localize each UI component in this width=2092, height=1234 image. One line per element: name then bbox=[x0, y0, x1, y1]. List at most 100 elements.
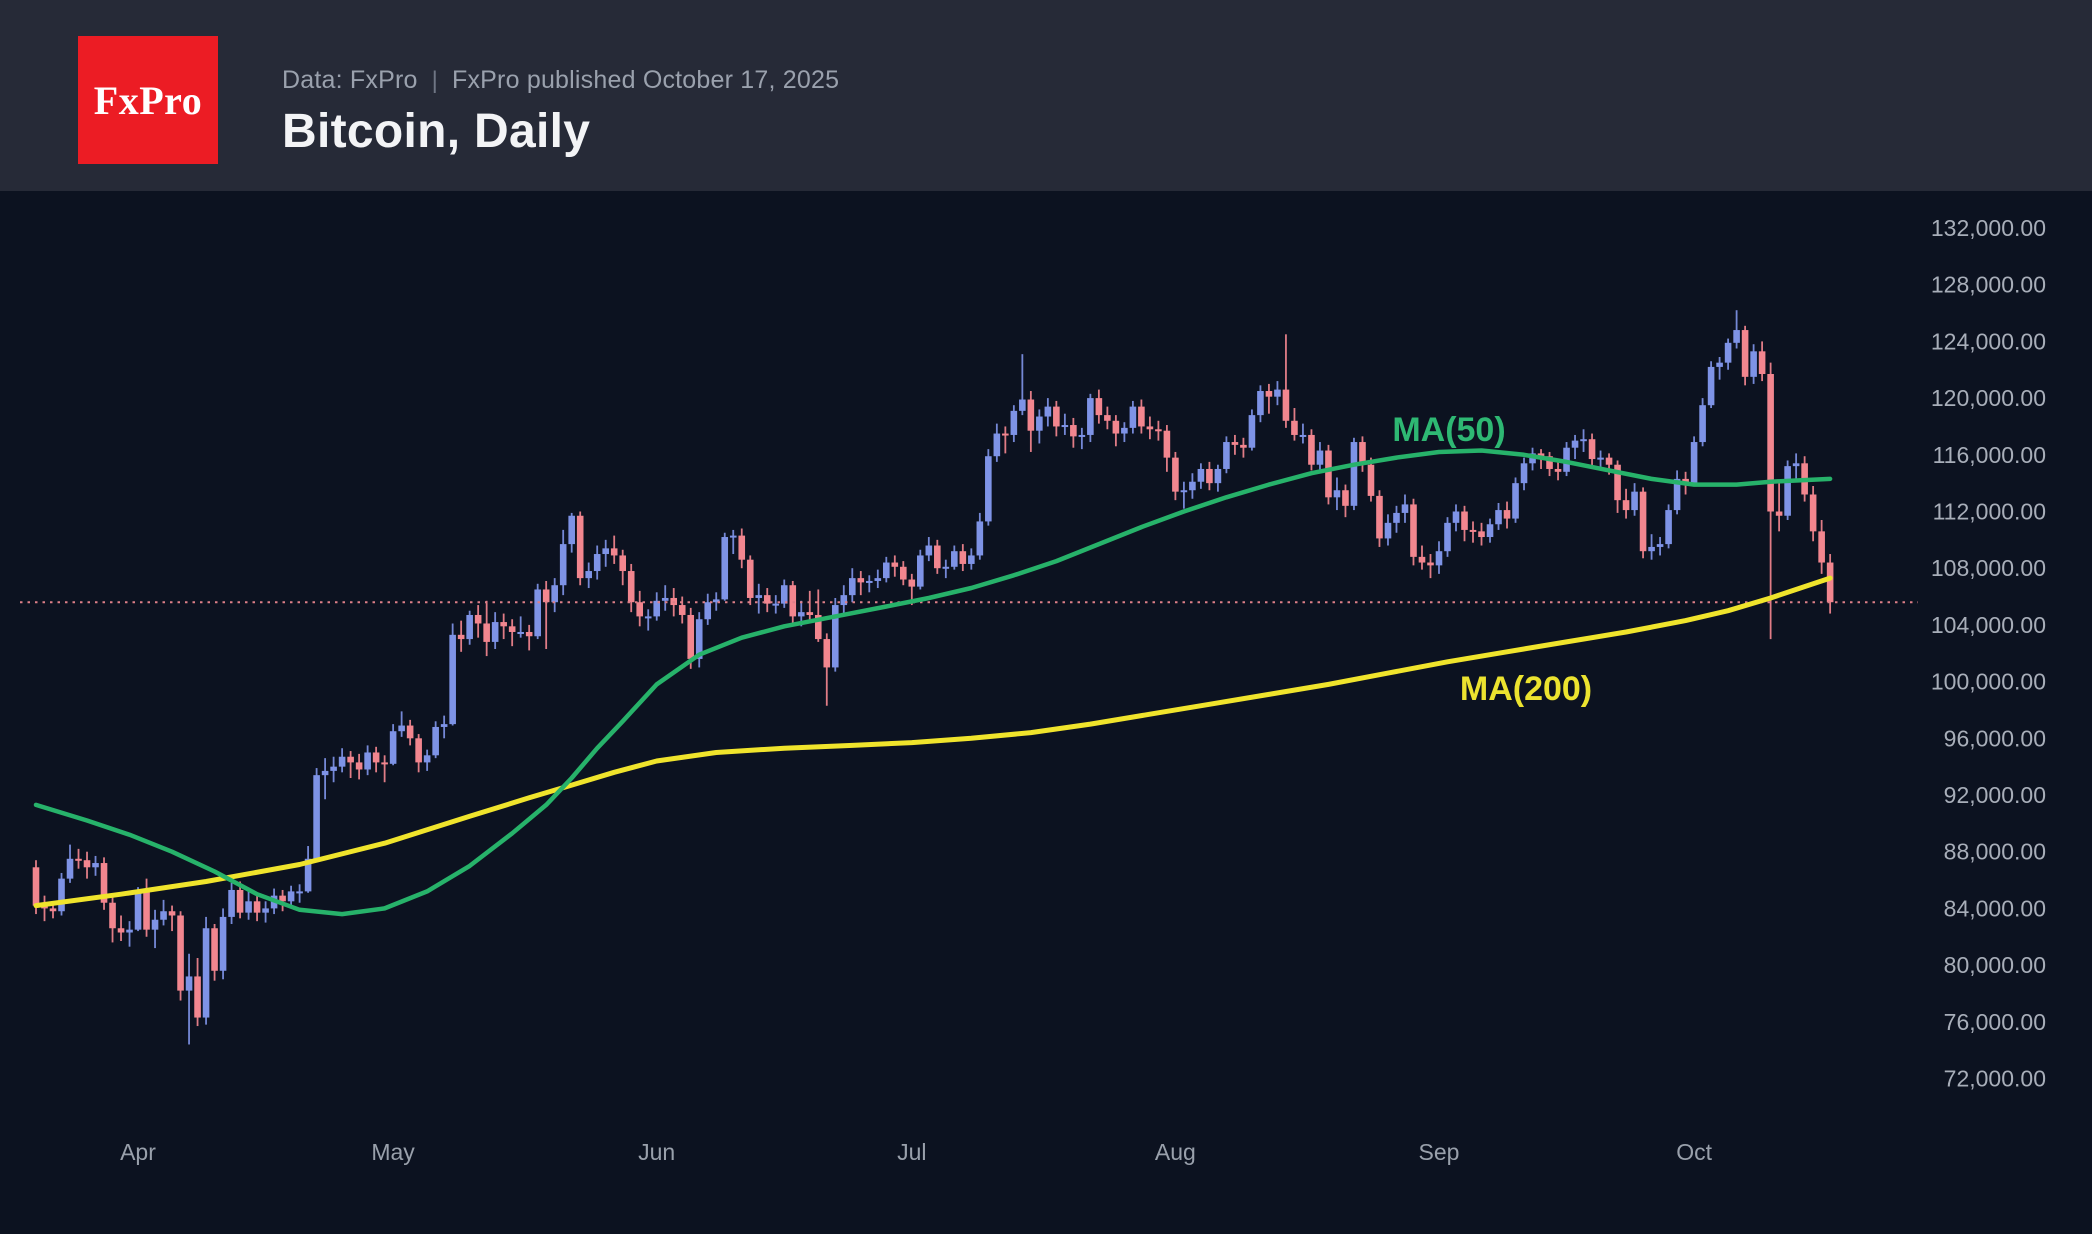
candle bbox=[279, 889, 286, 912]
candle bbox=[1461, 505, 1468, 542]
y-axis-label: 116,000.00 bbox=[1933, 442, 2046, 468]
candle bbox=[1750, 344, 1757, 384]
candle bbox=[704, 593, 712, 625]
candle bbox=[1061, 413, 1069, 435]
candle bbox=[1010, 405, 1018, 443]
candle bbox=[1401, 494, 1409, 523]
candle bbox=[1478, 522, 1485, 546]
candle bbox=[1716, 356, 1723, 380]
separator: | bbox=[431, 67, 439, 94]
y-axis-label: 124,000.00 bbox=[1931, 328, 2046, 354]
candle bbox=[1469, 521, 1477, 543]
y-axis-label: 108,000.00 bbox=[1931, 555, 2046, 581]
candle bbox=[1512, 477, 1519, 523]
candle bbox=[874, 569, 882, 589]
candle bbox=[900, 561, 907, 586]
x-axis-label: Aug bbox=[1155, 1139, 1196, 1165]
candle bbox=[1546, 451, 1553, 477]
x-axis: Apr May Jun Jul Aug Sep Oct bbox=[120, 1139, 1712, 1165]
x-axis-label: May bbox=[371, 1139, 415, 1165]
candle bbox=[1019, 354, 1026, 416]
candle bbox=[1027, 391, 1035, 452]
candle bbox=[721, 532, 729, 601]
page-title: Bitcoin, Daily bbox=[282, 105, 591, 158]
candle bbox=[772, 595, 780, 614]
candle bbox=[1172, 451, 1179, 501]
candle bbox=[1342, 484, 1349, 518]
candle bbox=[134, 887, 142, 932]
candle bbox=[160, 899, 167, 926]
candle bbox=[364, 745, 371, 776]
candle bbox=[746, 555, 754, 606]
candle bbox=[644, 609, 652, 631]
ma50-label: MA(50) bbox=[1392, 411, 1505, 449]
candle bbox=[1112, 415, 1120, 447]
candle bbox=[1452, 504, 1460, 532]
y-axis-label: 96,000.00 bbox=[1944, 725, 2046, 751]
candle bbox=[1520, 457, 1528, 491]
y-axis-label: 132,000.00 bbox=[1931, 215, 2046, 241]
candle bbox=[1138, 399, 1145, 434]
candle bbox=[151, 909, 159, 949]
candle bbox=[1631, 483, 1638, 516]
candle bbox=[1053, 400, 1060, 437]
candle bbox=[1580, 429, 1587, 452]
source-line: Data: FxPro | FxPro published October 17, … bbox=[282, 66, 839, 95]
candle bbox=[1495, 502, 1502, 530]
candle bbox=[253, 894, 261, 922]
candle bbox=[211, 923, 218, 981]
candle bbox=[1359, 436, 1366, 472]
candle bbox=[1214, 464, 1222, 492]
ma200-label: MA(200) bbox=[1460, 670, 1592, 708]
candle bbox=[1206, 461, 1213, 491]
candle bbox=[423, 749, 431, 771]
candle bbox=[1656, 537, 1664, 556]
candle bbox=[1129, 400, 1137, 434]
candle bbox=[534, 583, 541, 640]
candle bbox=[883, 556, 890, 583]
candle bbox=[508, 619, 516, 647]
candle bbox=[83, 851, 91, 879]
candle bbox=[194, 958, 201, 1027]
candle bbox=[712, 592, 720, 611]
candle bbox=[755, 583, 763, 614]
candle bbox=[1767, 362, 1774, 640]
candle bbox=[865, 575, 873, 593]
candle bbox=[1282, 334, 1290, 428]
fxpro-logo-text: FxPro bbox=[93, 77, 203, 123]
candle bbox=[1265, 383, 1273, 414]
y-axis-label: 84,000.00 bbox=[1944, 895, 2046, 921]
candle bbox=[1070, 417, 1077, 448]
x-axis-label: Oct bbox=[1676, 1139, 1712, 1165]
candle bbox=[168, 905, 176, 932]
candle bbox=[585, 562, 592, 589]
candle bbox=[806, 590, 814, 621]
candle bbox=[1588, 433, 1596, 467]
candle bbox=[457, 620, 465, 652]
candle bbox=[1597, 450, 1604, 468]
candle bbox=[729, 529, 737, 555]
candle bbox=[1325, 444, 1332, 505]
candle bbox=[814, 589, 822, 642]
candle bbox=[1189, 473, 1196, 499]
y-axis-label: 80,000.00 bbox=[1944, 952, 2046, 978]
fxpro-logo: FxPro bbox=[78, 36, 218, 164]
candle bbox=[1563, 442, 1570, 477]
y-axis-label: 104,000.00 bbox=[1931, 612, 2046, 638]
candle bbox=[1240, 437, 1247, 458]
x-axis-label: Apr bbox=[120, 1139, 156, 1165]
candle bbox=[968, 548, 975, 570]
candle bbox=[1274, 381, 1281, 406]
candle bbox=[1418, 545, 1426, 570]
candle bbox=[1350, 437, 1358, 511]
x-axis-label: Jul bbox=[897, 1139, 926, 1165]
candle bbox=[1699, 398, 1706, 447]
candle bbox=[976, 512, 984, 560]
candle bbox=[610, 535, 618, 564]
ma200-line bbox=[33, 575, 1833, 909]
candle bbox=[1665, 504, 1672, 549]
candle bbox=[1155, 420, 1162, 441]
candle bbox=[1503, 501, 1511, 529]
candle bbox=[985, 449, 992, 526]
